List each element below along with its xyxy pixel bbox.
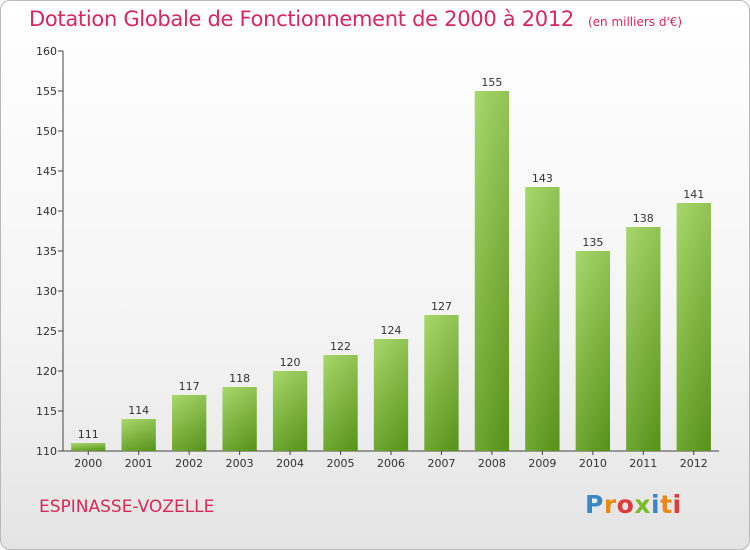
chart-title-text: Dotation Globale de Fonctionnement de 20… — [29, 7, 574, 31]
x-tick-label: 2012 — [680, 457, 708, 470]
commune-name: ESPINASSE-VOZELLE — [39, 497, 215, 517]
y-tick-label: 145 — [36, 165, 57, 178]
x-tick-label: 2003 — [226, 457, 254, 470]
bar-shade — [525, 187, 560, 451]
chart-bars — [71, 91, 711, 451]
y-tick-label: 110 — [36, 445, 57, 458]
y-tick-label: 115 — [36, 405, 57, 418]
chart-title: Dotation Globale de Fonctionnement de 20… — [29, 7, 682, 31]
y-tick-label: 125 — [36, 325, 57, 338]
y-tick-label: 135 — [36, 245, 57, 258]
bar-shade — [575, 251, 611, 451]
bar-2000 — [71, 443, 106, 451]
bar-value-label: 114 — [128, 404, 149, 417]
y-tick-label: 140 — [36, 205, 57, 218]
bar-value-label: 124 — [381, 324, 402, 337]
bar-2003 — [222, 387, 257, 451]
y-tick-label: 120 — [36, 365, 57, 378]
bar-value-label: 120 — [280, 356, 301, 369]
bar-2006 — [373, 339, 409, 451]
proxiti-logo: Proxiti — [585, 490, 682, 519]
chart-axes: 110 115 120 125 130 135 140 145 150 155 160 — [36, 45, 719, 458]
x-tick-label: 2006 — [377, 457, 405, 470]
bar-shade — [676, 203, 711, 451]
bar-2005 — [323, 355, 358, 451]
bar-value-label: 135 — [582, 236, 603, 249]
bar-value-label: 117 — [179, 380, 200, 393]
x-tick-label: 2011 — [629, 457, 657, 470]
chart-subtitle: (en milliers d'€) — [587, 15, 683, 29]
bar-value-label: 111 — [78, 428, 99, 441]
bar-2008 — [474, 91, 510, 451]
x-tick-label: 2005 — [327, 457, 355, 470]
bar-value-label: 138 — [633, 212, 654, 225]
x-tick-label: 2004 — [276, 457, 304, 470]
bar-2011 — [626, 227, 661, 451]
bar-2009 — [525, 187, 560, 451]
y-tick-label: 130 — [36, 285, 57, 298]
bar-value-label: 122 — [330, 340, 351, 353]
chart-labels: 2000 111 2001 114 2002 117 2003 118 2004 120 2005 1… — [74, 76, 708, 470]
bar-shade — [121, 419, 156, 451]
x-tick-label: 2008 — [478, 457, 506, 470]
bar-shade — [323, 355, 358, 451]
bar-value-label: 127 — [431, 300, 452, 313]
y-tick-label: 160 — [36, 45, 57, 58]
bar-shade — [171, 395, 207, 451]
bar-2004 — [272, 371, 308, 451]
bar-shade — [373, 339, 409, 451]
bar-shade — [71, 443, 106, 451]
bar-shade — [424, 315, 459, 451]
y-tick-label: 150 — [36, 125, 57, 138]
x-tick-label: 2002 — [175, 457, 203, 470]
bar-2010 — [575, 251, 611, 451]
bar-shade — [474, 91, 510, 451]
bar-2002 — [171, 395, 207, 451]
x-tick-label: 2007 — [427, 457, 455, 470]
bar-value-label: 155 — [481, 76, 502, 89]
bar-shade — [222, 387, 257, 451]
bar-shade — [272, 371, 308, 451]
bar-value-label: 141 — [683, 188, 704, 201]
x-tick-label: 2000 — [74, 457, 102, 470]
x-tick-label: 2001 — [125, 457, 153, 470]
bar-shade — [626, 227, 661, 451]
bar-value-label: 143 — [532, 172, 553, 185]
y-tick-label: 155 — [36, 85, 57, 98]
bar-2001 — [121, 419, 156, 451]
bar-value-label: 118 — [229, 372, 250, 385]
bar-2007 — [424, 315, 459, 451]
x-tick-label: 2010 — [579, 457, 607, 470]
x-tick-label: 2009 — [528, 457, 556, 470]
bar-2012 — [676, 203, 711, 451]
